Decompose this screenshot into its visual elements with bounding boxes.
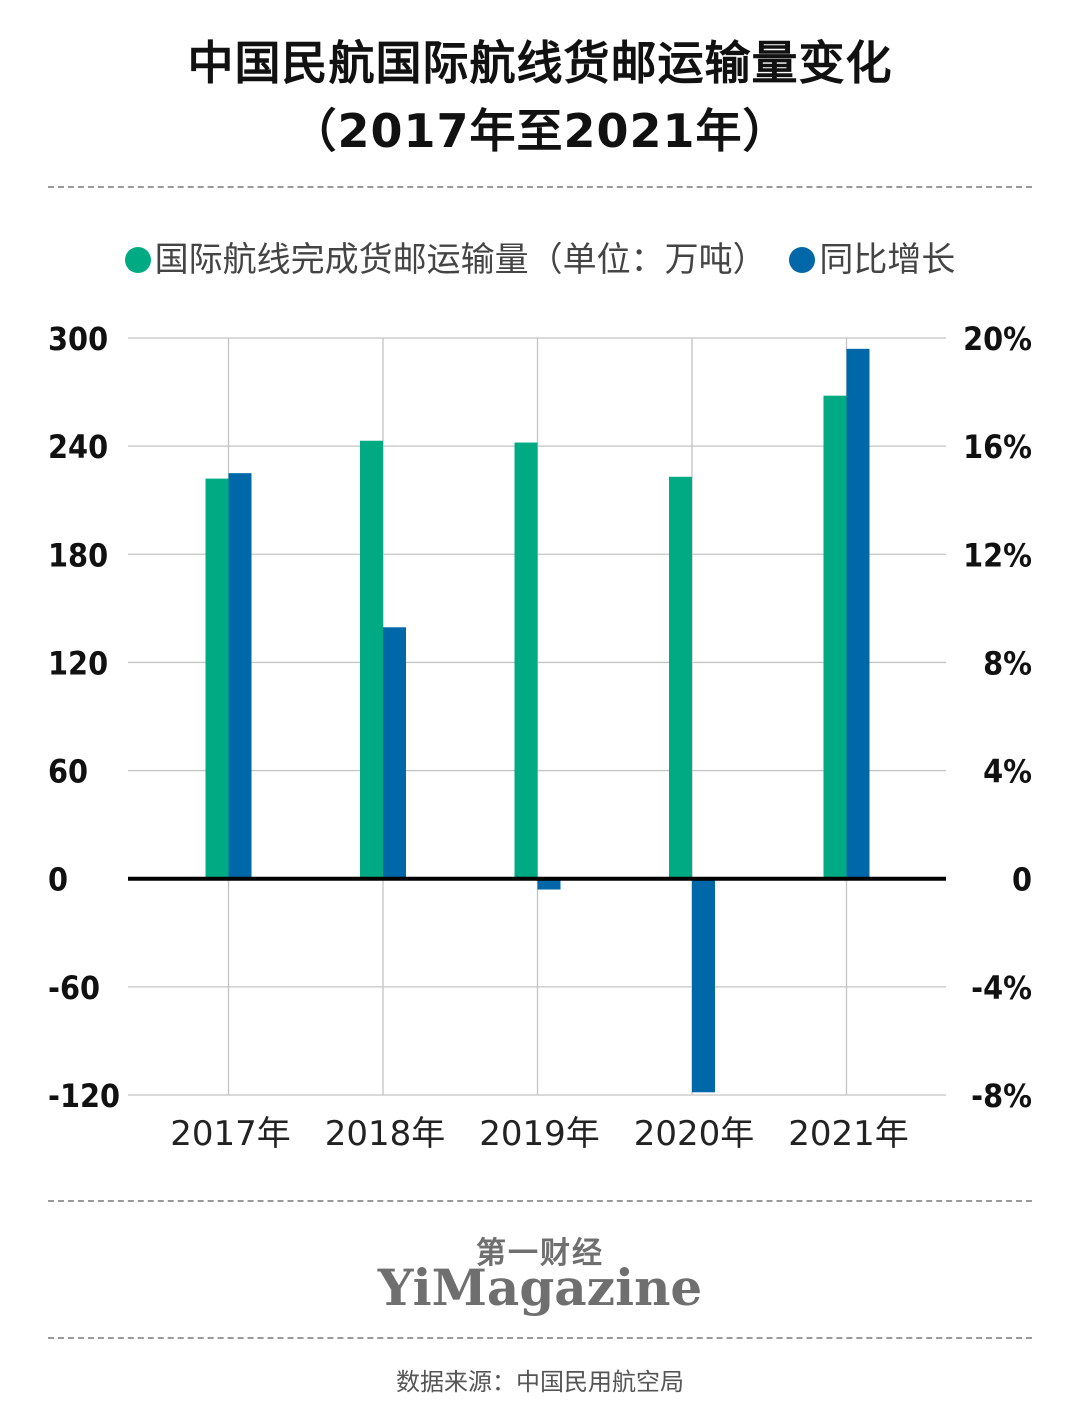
- bar-growth: [846, 348, 870, 879]
- y-axis-left-tick-label: 60: [48, 753, 88, 791]
- bar-volume: [514, 442, 538, 879]
- bar-growth: [537, 878, 561, 890]
- y-axis-right-tick-label: 8%: [983, 644, 1032, 682]
- legend-item-volume: 国际航线完成货邮运输量（单位：万吨）: [124, 232, 767, 281]
- legend-volume-dot-icon: [124, 246, 151, 273]
- y-axis-right-tick-label: 20%: [963, 320, 1032, 358]
- data-source: 数据来源：中国民用航空局: [396, 1368, 684, 1396]
- y-axis-right-tick-label: 4%: [983, 753, 1032, 791]
- bar-volume: [669, 476, 692, 879]
- bar-growth: [692, 878, 715, 1093]
- chart-title-line1: 中国民航国际航线货邮运输量变化: [187, 36, 893, 90]
- x-axis-category-label: 2020年: [634, 1114, 755, 1154]
- y-axis-right-tick-label: -8%: [971, 1077, 1032, 1115]
- brand-logo-yimagazine: YiMagazine: [377, 1258, 703, 1317]
- y-axis-right-tick-label: 0: [1012, 861, 1032, 899]
- bar-volume: [205, 478, 229, 879]
- legend-item-growth: 同比增长: [789, 232, 955, 281]
- y-axis-left-tick-label: 120: [48, 644, 108, 682]
- bar-growth: [383, 627, 406, 879]
- y-axis-left-tick-label: -120: [48, 1077, 120, 1115]
- legend-volume-label: 国际航线完成货邮运输量（单位：万吨）: [154, 240, 767, 280]
- legend-growth-dot-icon: [789, 246, 816, 273]
- x-axis-category-label: 2021年: [788, 1114, 909, 1154]
- chart-title-line2: （2017年至2021年）: [290, 104, 790, 158]
- y-axis-left-tick-label: -60: [48, 969, 100, 1007]
- y-axis-left-tick-label: 180: [48, 536, 108, 574]
- brand-name-chinese: 第一财经: [476, 1236, 604, 1271]
- bar-volume: [823, 395, 847, 879]
- legend-growth-label: 同比增长: [819, 240, 956, 280]
- y-axis-left-tick-label: 240: [48, 428, 108, 466]
- y-axis-right-tick-label: 12%: [963, 536, 1032, 574]
- y-axis-right-tick-label: 16%: [963, 428, 1032, 466]
- bar-volume: [360, 440, 383, 879]
- y-axis-right-tick-label: -4%: [971, 969, 1032, 1007]
- bar-growth: [228, 473, 252, 879]
- x-axis-category-label: 2017年: [170, 1114, 291, 1154]
- top-divider: [48, 186, 1032, 188]
- x-axis-category-label: 2019年: [479, 1114, 600, 1154]
- bar-chart: 300 20% 240 16% 180 12% 120 8% 60 4% 0 0 -60 -4% -120 -…: [48, 320, 1032, 1154]
- y-axis-left-tick-label: 0: [48, 861, 68, 899]
- legend: 国际航线完成货邮运输量（单位：万吨） 同比增长: [0, 232, 1080, 281]
- y-axis-left-tick-label: 300: [48, 320, 108, 358]
- footer-divider-bottom: [48, 1337, 1032, 1339]
- footer-divider-top: [48, 1200, 1032, 1202]
- x-axis-category-label: 2018年: [325, 1114, 446, 1154]
